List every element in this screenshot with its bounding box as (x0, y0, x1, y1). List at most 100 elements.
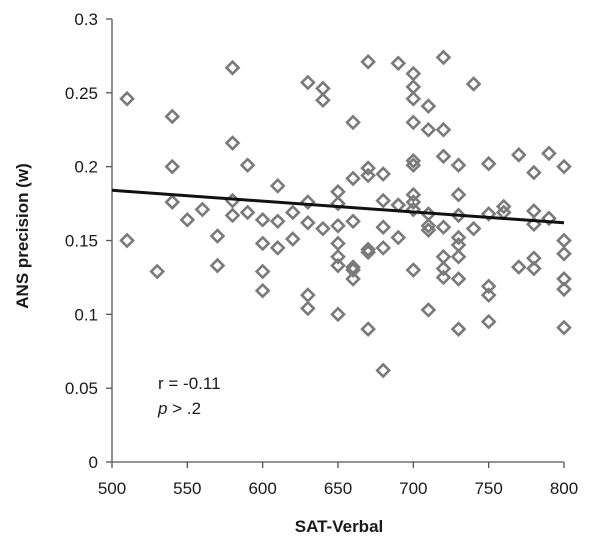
data-point (450, 321, 467, 337)
data-point (390, 229, 407, 246)
data-point (495, 198, 512, 215)
data-point (526, 260, 542, 277)
data-point (254, 211, 271, 228)
data-point (405, 152, 422, 169)
y-tick-label: 0.15 (65, 232, 98, 251)
data-point (345, 170, 361, 187)
data-point (300, 194, 316, 210)
data-point (541, 210, 557, 227)
data-point (254, 235, 271, 252)
y-axis-ticks: 0 0.05 0.1 0.15 0.2 0.25 0.3 (65, 10, 112, 472)
data-point (420, 121, 437, 138)
p-value-label: p > .2 (157, 399, 201, 418)
data-point (300, 214, 316, 231)
data-point (375, 192, 392, 209)
data-point (375, 219, 392, 236)
data-point (360, 167, 376, 184)
x-tick-label: 800 (550, 479, 578, 498)
x-tick-label: 750 (474, 479, 502, 498)
data-point (435, 148, 452, 165)
data-point (450, 229, 467, 246)
data-point (450, 248, 467, 265)
data-point (224, 59, 241, 76)
data-point (435, 260, 452, 277)
y-tick-label: 0.2 (74, 158, 98, 177)
data-point (375, 166, 392, 182)
data-point (510, 259, 527, 275)
data-points (119, 49, 572, 379)
data-point (435, 49, 452, 66)
y-tick-label: 0.05 (65, 379, 98, 398)
data-point (526, 203, 542, 219)
p-value-text: > .2 (167, 399, 201, 418)
data-point (541, 145, 557, 162)
data-point (556, 281, 572, 298)
data-point (330, 248, 346, 265)
data-point (405, 201, 422, 218)
x-tick-label: 650 (324, 479, 352, 498)
data-point (360, 244, 376, 261)
data-point (269, 213, 286, 230)
data-point (239, 204, 256, 221)
data-point (164, 158, 181, 175)
data-point (435, 219, 452, 236)
data-point (420, 217, 437, 234)
data-point (420, 98, 437, 114)
data-point (405, 90, 422, 107)
data-point (179, 211, 196, 228)
data-point (375, 240, 392, 256)
data-point (480, 155, 497, 172)
data-point (450, 157, 467, 174)
data-point (164, 108, 181, 125)
p-symbol: p (157, 399, 167, 418)
data-point (345, 213, 361, 230)
data-point (330, 306, 346, 323)
data-point (556, 158, 572, 175)
data-point (450, 207, 467, 224)
y-tick-label: 0.1 (74, 305, 98, 324)
data-point (405, 157, 422, 174)
data-point (164, 194, 181, 210)
data-point (480, 287, 497, 303)
data-point (556, 232, 572, 249)
data-point (420, 222, 437, 239)
data-point (480, 313, 497, 330)
data-point (526, 164, 542, 181)
data-point (360, 241, 376, 258)
data-point (556, 245, 572, 262)
data-point (224, 207, 241, 224)
data-point (254, 282, 271, 299)
correlation-label: r = -0.11 (158, 374, 221, 393)
x-axis-ticks: 500 550 600 650 700 750 800 (98, 462, 578, 498)
x-tick-label: 500 (98, 479, 126, 498)
data-point (405, 114, 422, 131)
data-point (119, 232, 135, 249)
data-point (435, 121, 452, 138)
data-point (269, 240, 286, 256)
data-point (209, 257, 226, 274)
data-point (360, 321, 376, 337)
data-point (405, 262, 422, 278)
data-point (480, 206, 497, 222)
data-point (510, 147, 527, 163)
x-tick-label: 600 (248, 479, 276, 498)
data-point (345, 262, 361, 278)
data-point (224, 135, 241, 151)
data-point (300, 74, 316, 91)
data-point (209, 228, 226, 244)
x-tick-label: 700 (399, 479, 427, 498)
data-point (345, 271, 361, 287)
data-point (284, 231, 301, 247)
data-point (194, 201, 211, 218)
data-point (300, 287, 316, 303)
data-point (420, 302, 437, 318)
data-point (465, 220, 482, 237)
y-tick-label: 0.25 (65, 84, 98, 103)
data-point (360, 160, 376, 176)
data-point (239, 157, 256, 174)
y-axis-title: ANS precision (w) (13, 163, 32, 308)
data-point (315, 92, 331, 109)
data-point (405, 186, 422, 203)
data-point (284, 204, 301, 221)
